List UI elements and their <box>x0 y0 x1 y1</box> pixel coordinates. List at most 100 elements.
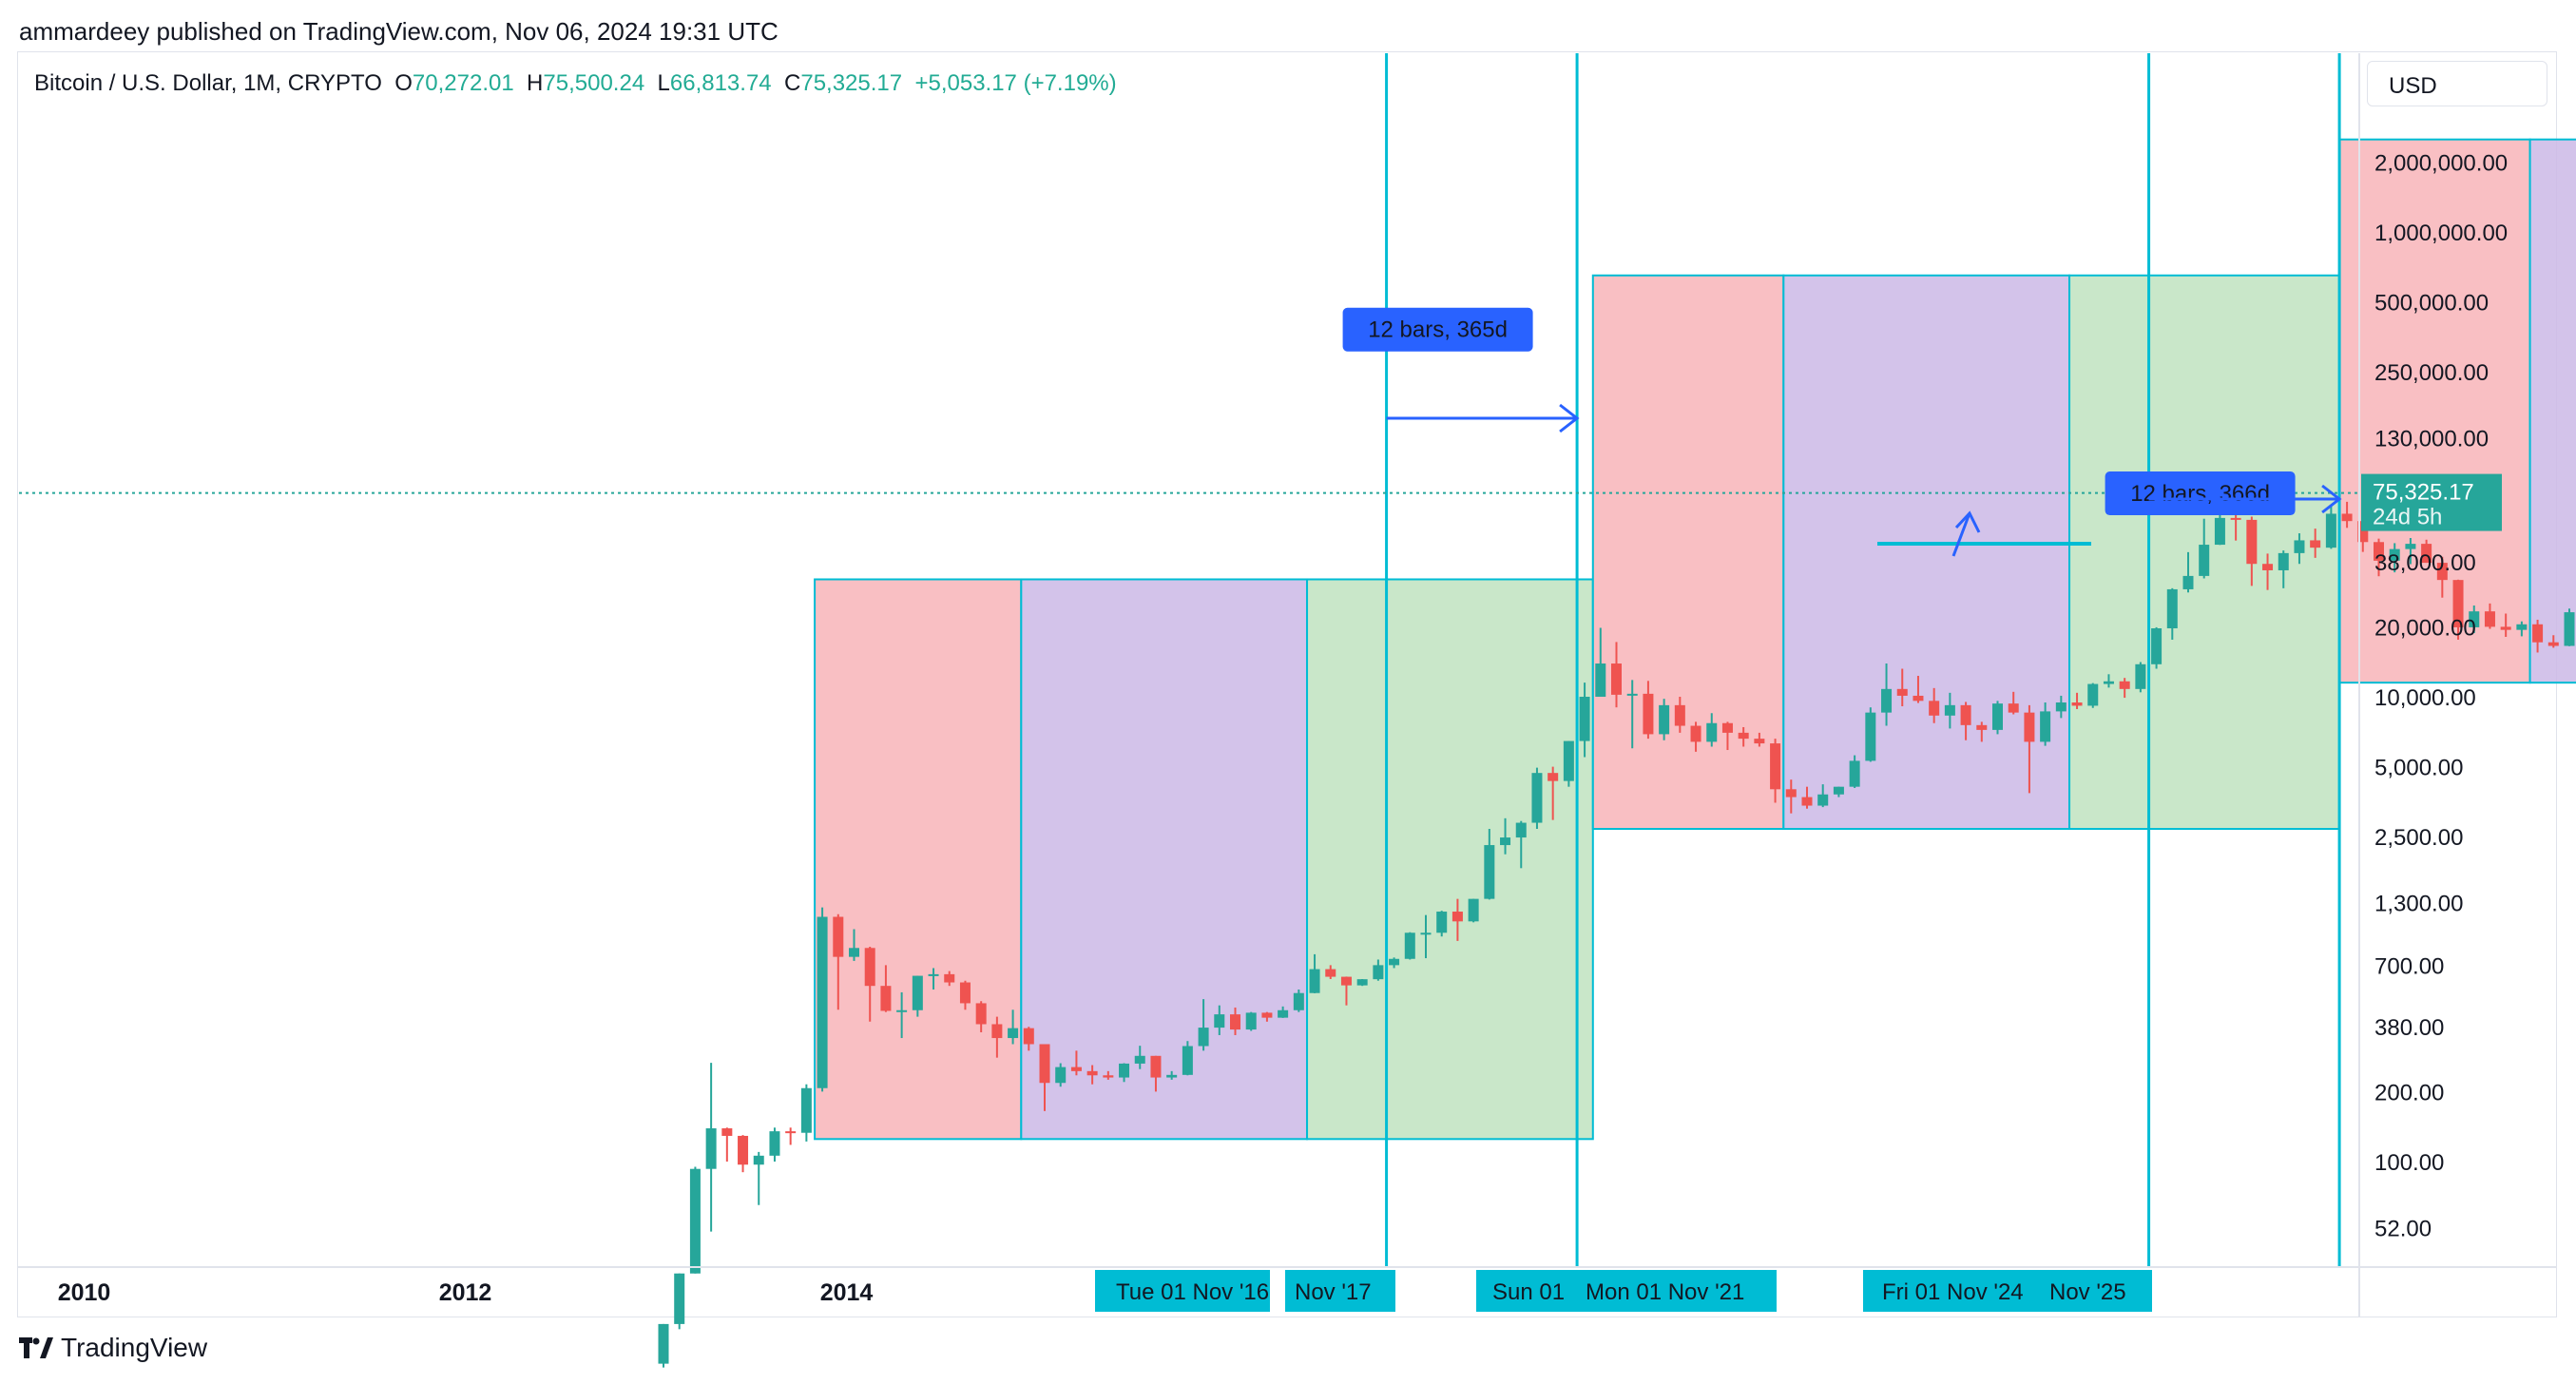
measure-label-text: 12 bars, 365d <box>1368 317 1508 343</box>
price-tag-box <box>2361 473 2502 531</box>
candle-body <box>1801 797 1813 806</box>
candle-body <box>880 986 892 1011</box>
candle-body <box>1563 740 1574 781</box>
price-tick-label: 700.00 <box>2374 953 2444 979</box>
cycle-zone-red <box>2338 138 2531 684</box>
candle-body <box>769 1131 780 1156</box>
time-tick-label: 2010 <box>58 1279 111 1306</box>
candle-body <box>1674 704 1685 726</box>
candle-body <box>2230 517 2241 520</box>
candle-body <box>928 973 939 976</box>
candle-body <box>2484 611 2495 627</box>
candle-body <box>2246 519 2258 565</box>
candle-body <box>975 1003 987 1025</box>
brand-label: TradingView <box>61 1333 208 1362</box>
candle-body <box>2008 703 2019 713</box>
cycle-zone-green <box>1306 578 1594 1141</box>
candle-body <box>2325 513 2336 548</box>
candle-body <box>1833 786 1844 795</box>
candle-body <box>1531 773 1543 823</box>
candle-body <box>1436 912 1448 933</box>
candle-body <box>738 1135 749 1165</box>
candle-body <box>1150 1055 1162 1078</box>
candle-body <box>785 1131 797 1134</box>
candle-body <box>944 973 955 983</box>
candle-body <box>959 982 971 1004</box>
symbol-label[interactable]: Bitcoin / U.S. Dollar, 1M, CRYPTO <box>34 70 382 96</box>
candle-body <box>1913 695 1924 702</box>
candle-body <box>1039 1044 1050 1084</box>
candle-body <box>1579 697 1590 741</box>
price-axis: 52.00 100.00 200.00 380.00 700.00 1,300.00 2,5… <box>2358 53 2508 1317</box>
candle-body <box>2564 612 2575 646</box>
change-value: +5,053.17 (+7.19%) <box>914 70 1117 96</box>
cycle-zone-purple <box>1020 578 1309 1141</box>
candle-body <box>1611 663 1622 695</box>
candle-body <box>1070 1067 1082 1071</box>
candle-body <box>1134 1055 1145 1064</box>
candle-body <box>1992 703 2003 730</box>
cycle-zone-purple <box>2528 138 2576 684</box>
candle-body <box>658 1323 669 1364</box>
candle-body <box>1626 693 1638 696</box>
date-labels: Tue 01 Nov '16 Nov '17 Sun 01 Mon 01 Nov '2… <box>1095 1270 2152 1312</box>
price-tick-label: 52.00 <box>2374 1216 2432 1241</box>
price-tick-label: 1,300.00 <box>2374 892 2463 917</box>
candle-body <box>1086 1070 1098 1076</box>
candle-body <box>1278 1009 1289 1018</box>
price-tick-label: 38,000.00 <box>2374 550 2476 576</box>
candle-body <box>705 1128 717 1169</box>
tradingview-logo-icon <box>19 1337 53 1358</box>
candle-body <box>896 1009 908 1012</box>
close-value: 75,325.17 <box>800 70 903 96</box>
candle-body <box>1595 663 1606 697</box>
candle-body <box>1451 912 1463 922</box>
measure-label-box <box>2105 471 2296 516</box>
candle-body <box>1721 722 1733 733</box>
candle-body <box>1198 1028 1209 1047</box>
candle-body <box>2532 624 2544 643</box>
price-tick-label: 2,500.00 <box>2374 825 2463 851</box>
candle-body <box>1785 789 1797 798</box>
price-tick-label: 100.00 <box>2374 1150 2444 1176</box>
candle-body <box>991 1024 1003 1039</box>
candle-body <box>1373 965 1384 980</box>
price-tag-countdown: 24d 5h <box>2373 505 2442 530</box>
candle-body <box>1548 773 1559 781</box>
candle-body <box>1500 837 1511 846</box>
time-tick-label: 2014 <box>820 1279 874 1306</box>
candle-body <box>1293 992 1304 1010</box>
candle-body <box>2547 642 2559 646</box>
candle-body <box>2071 702 2083 706</box>
candle-body <box>753 1155 764 1165</box>
candle-body <box>1770 743 1781 790</box>
candle-body <box>2103 681 2114 684</box>
date-label-text: Tue 01 Nov '16 <box>1116 1279 1269 1305</box>
candle-body <box>2357 521 2369 543</box>
tradingview-brand[interactable]: TradingView <box>19 1333 207 1363</box>
currency-button[interactable]: USD <box>2367 61 2547 106</box>
candle-body <box>849 948 859 957</box>
date-label-box <box>1863 1270 2082 1312</box>
price-tick-label: 1,000,000.00 <box>2374 221 2508 246</box>
candle-body <box>1420 932 1432 935</box>
measure-label-box <box>1342 307 1533 352</box>
candle-body <box>2500 626 2511 630</box>
cycle-zones <box>814 138 2576 1141</box>
arrow-head <box>1559 403 1580 433</box>
candle-body <box>1896 688 1908 696</box>
candle-body <box>864 948 875 987</box>
candle-body <box>1309 969 1320 993</box>
high-label: H <box>527 70 544 96</box>
candle-body <box>2024 712 2035 742</box>
low-label: L <box>657 70 670 96</box>
price-tag-value: 75,325.17 <box>2373 480 2474 506</box>
date-label-text: Mon 01 Nov '21 <box>1586 1279 1744 1305</box>
price-tick-label: 380.00 <box>2374 1015 2444 1041</box>
candle-body <box>1119 1063 1130 1078</box>
low-value: 66,813.74 <box>669 70 772 96</box>
candle-body <box>1881 688 1893 713</box>
